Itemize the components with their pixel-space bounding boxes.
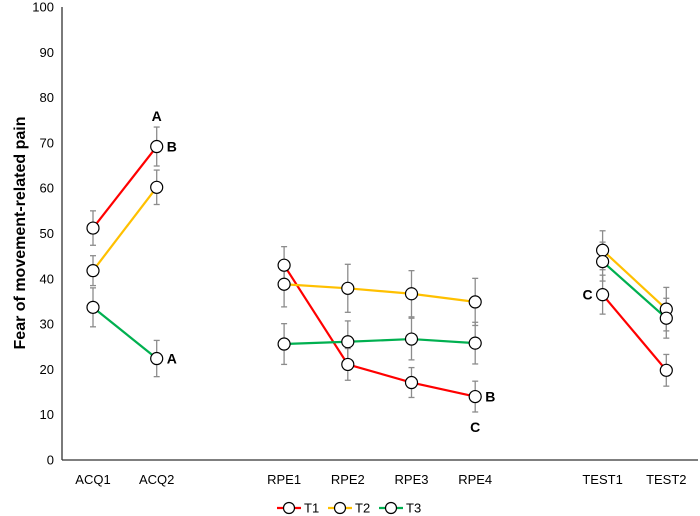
y-tick-label: 70 bbox=[40, 135, 54, 150]
legend-marker bbox=[333, 501, 347, 515]
x-tick-label: ACQ1 bbox=[75, 472, 110, 487]
series-line-T1 bbox=[283, 264, 476, 398]
data-point-T3 bbox=[86, 300, 100, 314]
data-point-T2 bbox=[277, 277, 291, 291]
data-point-T2 bbox=[86, 264, 100, 278]
legend-marker bbox=[384, 501, 398, 515]
legend-label: T3 bbox=[406, 501, 421, 516]
y-tick-label: 10 bbox=[40, 407, 54, 422]
series-line-T3 bbox=[601, 260, 668, 320]
series-line-T3 bbox=[284, 337, 476, 346]
y-tick-label: 80 bbox=[40, 90, 54, 105]
y-tick-label: 30 bbox=[40, 317, 54, 332]
data-point-T3 bbox=[150, 351, 164, 366]
x-tick-label: RPE2 bbox=[331, 472, 365, 487]
legend-item-T2: T2 bbox=[328, 501, 370, 516]
y-tick-label: 20 bbox=[40, 362, 54, 377]
y-tick-label: 40 bbox=[40, 271, 54, 286]
y-tick-label: 100 bbox=[32, 0, 54, 15]
data-point-T3 bbox=[595, 254, 610, 269]
data-point-T1 bbox=[404, 375, 419, 390]
x-tick-label: RPE1 bbox=[267, 472, 301, 487]
data-point-T3 bbox=[341, 335, 355, 349]
data-point-T3 bbox=[277, 337, 291, 351]
data-point-T1 bbox=[150, 139, 164, 154]
data-point-T2 bbox=[341, 281, 355, 295]
data-point-T1 bbox=[86, 221, 100, 235]
series-line-T1 bbox=[601, 293, 668, 372]
data-point-T1 bbox=[595, 288, 610, 302]
y-axis-label: Fear of movement-related pain bbox=[12, 117, 29, 350]
legend-label: T2 bbox=[355, 501, 370, 516]
series-line-T2 bbox=[284, 283, 476, 303]
series-line-T2 bbox=[92, 186, 158, 272]
data-point-T2 bbox=[150, 180, 164, 194]
data-point-T2 bbox=[404, 287, 419, 301]
data-point-T3 bbox=[659, 311, 673, 325]
y-tick-label: 90 bbox=[40, 45, 54, 60]
x-tick-label: RPE3 bbox=[395, 472, 429, 487]
legend-item-T3: T3 bbox=[379, 501, 421, 516]
y-tick-label: 60 bbox=[40, 181, 54, 196]
legend-item-T1: T1 bbox=[277, 501, 319, 516]
series-line-T2 bbox=[601, 249, 668, 310]
data-point-T3 bbox=[468, 336, 482, 350]
data-point-T2 bbox=[468, 295, 482, 309]
x-tick-label: TEST1 bbox=[582, 472, 622, 487]
y-tick-label: 50 bbox=[40, 226, 54, 241]
data-point-T3 bbox=[404, 332, 419, 346]
significance-annotation: B bbox=[167, 139, 177, 155]
significance-annotation: C bbox=[582, 287, 592, 303]
significance-annotation: C bbox=[470, 419, 480, 435]
data-point-T1 bbox=[659, 363, 673, 377]
x-tick-label: ACQ2 bbox=[139, 472, 174, 487]
data-point-T2 bbox=[595, 243, 610, 257]
data-point-T1 bbox=[341, 357, 355, 372]
significance-annotation: A bbox=[152, 108, 162, 124]
series-line-T1 bbox=[92, 145, 158, 229]
data-point-T1 bbox=[277, 258, 291, 272]
y-tick-label: 0 bbox=[47, 453, 54, 468]
data-point-T1 bbox=[468, 389, 482, 404]
series-line-T3 bbox=[92, 306, 158, 360]
significance-annotation: A bbox=[167, 351, 177, 367]
significance-annotation: B bbox=[485, 389, 495, 405]
x-tick-label: RPE4 bbox=[458, 472, 492, 487]
x-tick-label: TEST2 bbox=[646, 472, 686, 487]
legend-marker bbox=[282, 501, 296, 515]
legend-label: T1 bbox=[304, 501, 319, 516]
